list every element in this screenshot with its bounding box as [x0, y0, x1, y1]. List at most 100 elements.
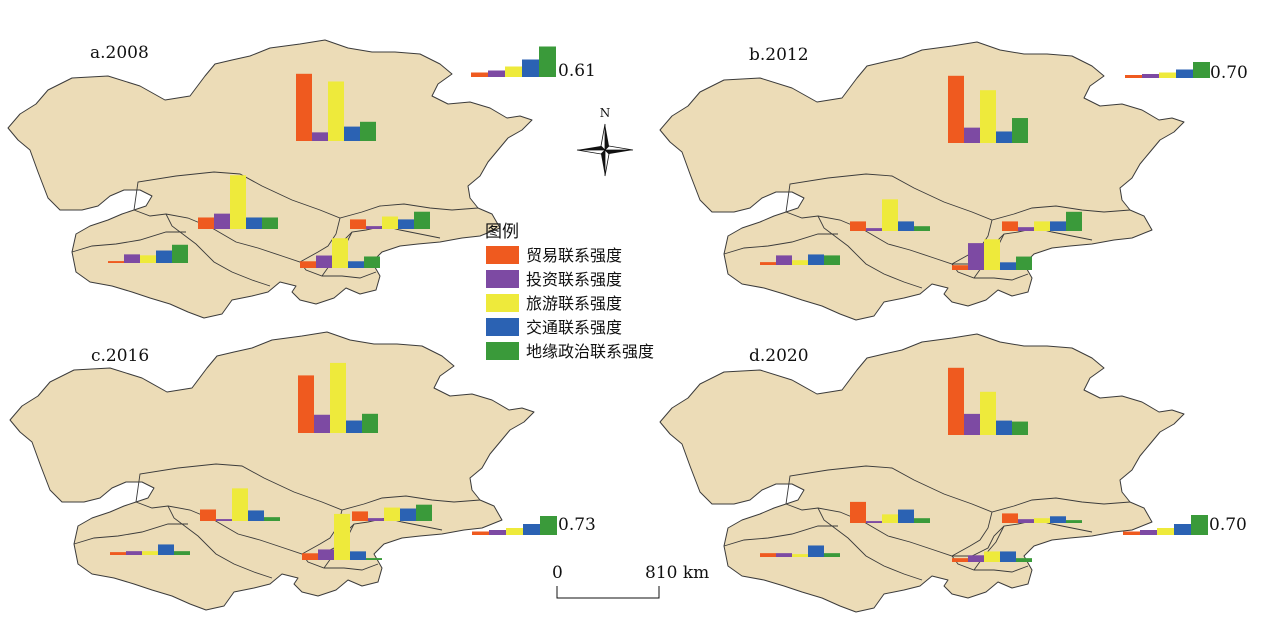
panel-label: d.2020 [749, 346, 809, 366]
reference-bar-tourism [1159, 72, 1176, 78]
map-outline [7, 39, 533, 319]
bar-investment [968, 555, 984, 562]
north-arrow-icon: N [576, 106, 634, 177]
bar-trade [1002, 513, 1018, 523]
reference-bar-tourism [505, 66, 522, 77]
legend-item-geopolitics: 地缘政治联系强度 [486, 342, 654, 361]
bar-geopolitics [174, 551, 190, 555]
bar-investment [316, 255, 332, 268]
bar-geopolitics [1012, 421, 1028, 435]
legend-label-transport: 交通联系强度 [526, 318, 622, 337]
legend-swatch-tourism [486, 294, 519, 312]
reference-bar-investment [1140, 530, 1157, 535]
legend-swatch-trade [486, 246, 519, 264]
bar-trade [300, 261, 316, 268]
bar-tourism [980, 90, 996, 143]
panel-d: d.2020 [659, 333, 1185, 613]
panel-label: c.2016 [91, 346, 149, 366]
bar-investment [216, 519, 232, 521]
bar-trade [108, 261, 124, 263]
scale-bar: 0 810 km [552, 563, 709, 599]
bar-investment [1018, 519, 1034, 523]
bar-investment [866, 228, 882, 231]
panel-label: a.2008 [90, 43, 149, 63]
legend-item-tourism: 旅游联系强度 [486, 294, 622, 313]
bar-tourism [384, 507, 400, 521]
bar-tourism [382, 216, 398, 229]
legend-label-trade: 贸易联系强度 [526, 246, 622, 265]
legend-swatch-geopolitics [486, 342, 519, 360]
reference-bar-trade [472, 531, 489, 535]
bar-tourism [330, 362, 346, 433]
map-outline [9, 331, 535, 611]
reference-bar-investment [488, 70, 505, 77]
reference-bar-transport [522, 59, 539, 77]
bar-transport [808, 254, 824, 265]
bar-investment [214, 213, 230, 229]
bar-trade [298, 375, 314, 433]
bar-trade [948, 75, 964, 143]
bar-trade [850, 221, 866, 231]
bar-trade [850, 501, 866, 523]
bar-transport [1050, 221, 1066, 231]
bar-transport [1000, 551, 1016, 562]
legend-label-tourism: 旅游联系强度 [526, 294, 622, 313]
bar-transport [344, 126, 360, 141]
map-outline [659, 333, 1185, 613]
reference-value-b: 0.70 [1210, 63, 1248, 83]
bar-transport [1000, 262, 1016, 270]
bar-trade [952, 265, 968, 270]
bar-transport [346, 420, 362, 433]
reference-bar-geopolitics [540, 516, 557, 535]
reference-bar-trade [471, 72, 488, 77]
panel-c: c.2016 [9, 331, 535, 611]
reference-bar-transport [1174, 524, 1191, 535]
reference-bar-trade [1123, 531, 1140, 535]
bar-investment [366, 226, 382, 229]
bar-charts [108, 46, 1210, 562]
bar-tourism [984, 239, 1000, 270]
bar-trade [110, 552, 126, 555]
bar-trade [296, 73, 312, 141]
bar-trade [302, 553, 318, 560]
bar-trade [198, 217, 214, 229]
bar-tourism [334, 513, 350, 560]
bar-investment [312, 132, 328, 141]
bar-transport [156, 250, 172, 263]
bar-tourism [232, 488, 248, 521]
bar-geopolitics [824, 255, 840, 265]
bar-tourism [882, 514, 898, 523]
bar-geopolitics [1066, 520, 1082, 523]
bar-investment [964, 413, 980, 435]
legend-title: 图例 [485, 222, 519, 242]
bar-transport [348, 261, 364, 268]
legend-item-transport: 交通联系强度 [486, 318, 622, 337]
bar-tourism [230, 175, 246, 229]
legend-label-investment: 投资联系强度 [526, 270, 622, 289]
reference-value-d: 0.70 [1209, 515, 1247, 535]
reference-value-c: 0.73 [558, 515, 596, 535]
bar-tourism [792, 260, 808, 265]
bar-tourism [142, 551, 158, 555]
bar-transport [996, 420, 1012, 435]
bar-tourism [984, 551, 1000, 562]
legend-item-investment: 投资联系强度 [486, 270, 622, 289]
bar-trade [1002, 221, 1018, 231]
north-label: N [600, 106, 611, 120]
bar-transport [246, 217, 262, 229]
bar-investment [866, 521, 882, 523]
reference-bar-transport [523, 524, 540, 535]
bar-transport [898, 509, 914, 523]
bar-tourism [1034, 518, 1050, 523]
bar-geopolitics [824, 553, 840, 557]
bar-investment [776, 553, 792, 557]
scale-end-label: 810 km [645, 563, 709, 583]
reference-bar-investment [489, 530, 506, 535]
bar-transport [158, 544, 174, 555]
bar-transport [1050, 516, 1066, 523]
scale-start-label: 0 [552, 563, 563, 583]
reference-bar-transport [1176, 69, 1193, 78]
bar-tourism [792, 554, 808, 557]
bar-tourism [332, 238, 348, 268]
